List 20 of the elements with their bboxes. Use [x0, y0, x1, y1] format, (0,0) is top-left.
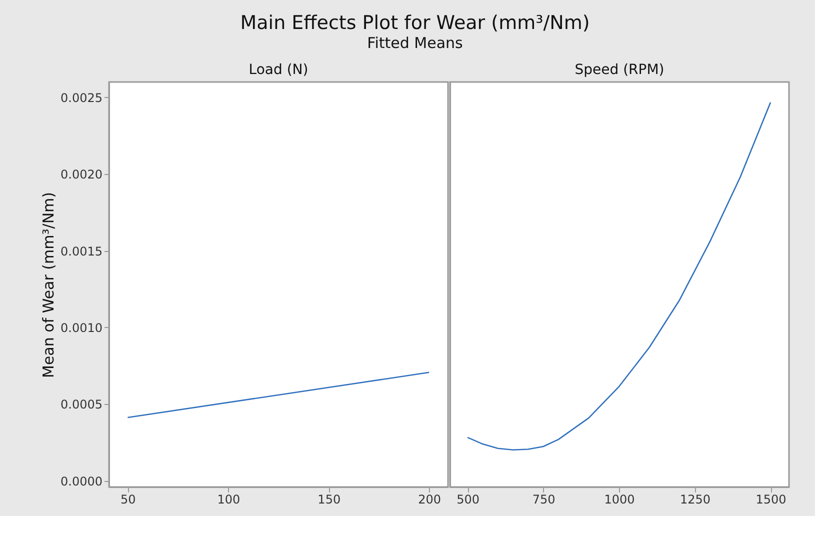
x-tick-label: 1250	[680, 492, 711, 506]
x-tick-label: 150	[318, 492, 341, 506]
x-axis-title: Load (N)	[248, 62, 308, 78]
x-tick-label: 50	[120, 492, 136, 506]
y-tick-label: 0.0020	[60, 168, 102, 182]
y-tick-label: 0.0015	[60, 244, 102, 258]
x-tick-label: 1500	[756, 492, 786, 506]
x-axis-title: Speed (RPM)	[574, 62, 664, 78]
x-tick-label: 1000	[604, 492, 635, 506]
y-axis-title: Mean of Wear (mm³/Nm)	[40, 192, 58, 378]
x-tick-label: 500	[456, 492, 480, 506]
y-tick-label: 0.0025	[60, 90, 102, 105]
y-tick-label: 0.0000	[60, 474, 102, 488]
y-tick-label: 0.0010	[60, 320, 102, 335]
chart-title: Main Effects Plot for Wear (mm³/Nm)	[240, 12, 590, 34]
y-tick-label: 0.0005	[60, 398, 102, 412]
chart-subtitle: Fitted Means	[367, 34, 464, 52]
x-tick-label: 750	[532, 492, 556, 506]
x-tick-label: 100	[217, 492, 240, 506]
x-tick-label: 200	[418, 492, 442, 506]
